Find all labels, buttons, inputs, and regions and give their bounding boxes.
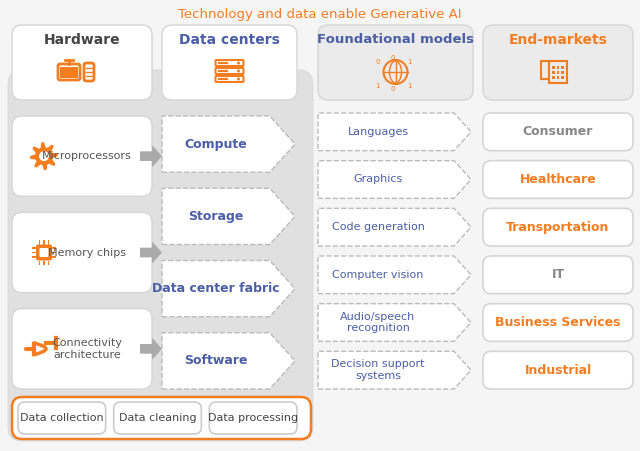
Text: Computer vision: Computer vision <box>332 270 424 280</box>
Polygon shape <box>318 161 471 198</box>
FancyBboxPatch shape <box>12 397 311 439</box>
Text: Hardware: Hardware <box>44 33 120 47</box>
FancyBboxPatch shape <box>209 402 297 434</box>
Text: Compute: Compute <box>184 138 248 151</box>
FancyBboxPatch shape <box>318 25 473 100</box>
FancyBboxPatch shape <box>483 351 633 389</box>
Bar <box>561 71 563 74</box>
Circle shape <box>237 78 240 80</box>
Circle shape <box>237 61 240 64</box>
Bar <box>39 261 40 265</box>
Bar <box>48 240 49 244</box>
Text: 1: 1 <box>407 83 412 89</box>
FancyBboxPatch shape <box>12 116 152 196</box>
FancyBboxPatch shape <box>8 70 313 441</box>
Bar <box>52 252 56 253</box>
Text: Storage: Storage <box>188 210 244 223</box>
FancyBboxPatch shape <box>18 402 106 434</box>
Text: Consumer: Consumer <box>523 125 593 138</box>
Text: Data collection: Data collection <box>20 413 104 423</box>
Text: Graphics: Graphics <box>353 175 403 184</box>
Polygon shape <box>162 261 295 317</box>
Bar <box>557 66 559 69</box>
FancyBboxPatch shape <box>40 248 49 257</box>
Polygon shape <box>318 208 471 246</box>
Bar <box>52 256 56 258</box>
Text: Data cleaning: Data cleaning <box>118 413 196 423</box>
Polygon shape <box>162 116 295 172</box>
Bar <box>39 240 40 244</box>
Polygon shape <box>140 145 162 167</box>
Text: End-markets: End-markets <box>509 33 607 47</box>
Bar <box>557 76 559 79</box>
Bar <box>552 76 554 79</box>
Text: IT: IT <box>552 268 564 281</box>
Text: Data processing: Data processing <box>208 413 298 423</box>
Text: Connectivity
architecture: Connectivity architecture <box>52 338 122 359</box>
FancyBboxPatch shape <box>483 161 633 198</box>
Text: Foundational models: Foundational models <box>317 33 474 46</box>
Polygon shape <box>162 188 295 244</box>
FancyBboxPatch shape <box>114 402 202 434</box>
Bar <box>552 66 554 69</box>
Bar <box>541 61 549 79</box>
Text: 0: 0 <box>390 55 395 61</box>
Bar <box>557 71 559 74</box>
Text: Healthcare: Healthcare <box>520 173 596 186</box>
Bar <box>31 256 36 258</box>
FancyBboxPatch shape <box>12 308 152 389</box>
Bar <box>60 67 78 78</box>
Text: Microprocessors: Microprocessors <box>42 151 132 161</box>
FancyBboxPatch shape <box>12 25 152 100</box>
FancyBboxPatch shape <box>36 244 52 261</box>
Circle shape <box>39 151 49 161</box>
Text: Data centers: Data centers <box>179 33 280 47</box>
Polygon shape <box>318 256 471 294</box>
Bar <box>552 71 554 74</box>
Text: Business Services: Business Services <box>495 316 621 329</box>
Bar <box>44 240 45 244</box>
Bar <box>31 247 36 249</box>
Text: Industrial: Industrial <box>524 364 591 377</box>
Text: Decision support
systems: Decision support systems <box>332 359 425 381</box>
Bar <box>561 66 563 69</box>
Polygon shape <box>162 333 295 389</box>
Polygon shape <box>30 142 58 170</box>
Text: Data center fabric: Data center fabric <box>152 282 280 295</box>
FancyBboxPatch shape <box>483 304 633 341</box>
Bar <box>549 61 567 83</box>
Text: Languages: Languages <box>348 127 408 137</box>
Text: Software: Software <box>184 354 248 368</box>
FancyBboxPatch shape <box>483 256 633 294</box>
Text: Transportation: Transportation <box>506 221 610 234</box>
FancyBboxPatch shape <box>12 212 152 293</box>
Text: Audio/speech
recognition: Audio/speech recognition <box>340 312 415 333</box>
Text: Memory chips: Memory chips <box>48 248 126 258</box>
Bar <box>48 261 49 265</box>
Bar <box>561 76 563 79</box>
Polygon shape <box>140 338 162 360</box>
Text: 1: 1 <box>407 59 412 65</box>
FancyBboxPatch shape <box>483 208 633 246</box>
FancyBboxPatch shape <box>483 113 633 151</box>
Polygon shape <box>318 304 471 341</box>
Bar <box>31 252 36 253</box>
Circle shape <box>237 69 240 73</box>
Polygon shape <box>318 351 471 389</box>
Text: Technology and data enable Generative AI: Technology and data enable Generative AI <box>179 8 461 21</box>
Text: Code generation: Code generation <box>332 222 424 232</box>
Bar <box>52 247 56 249</box>
Text: 1: 1 <box>375 83 380 89</box>
Polygon shape <box>140 241 162 263</box>
FancyBboxPatch shape <box>483 25 633 100</box>
Bar <box>44 261 45 265</box>
FancyBboxPatch shape <box>162 25 297 100</box>
Polygon shape <box>318 113 471 151</box>
Text: 0: 0 <box>390 86 395 92</box>
Text: 0: 0 <box>375 59 380 65</box>
